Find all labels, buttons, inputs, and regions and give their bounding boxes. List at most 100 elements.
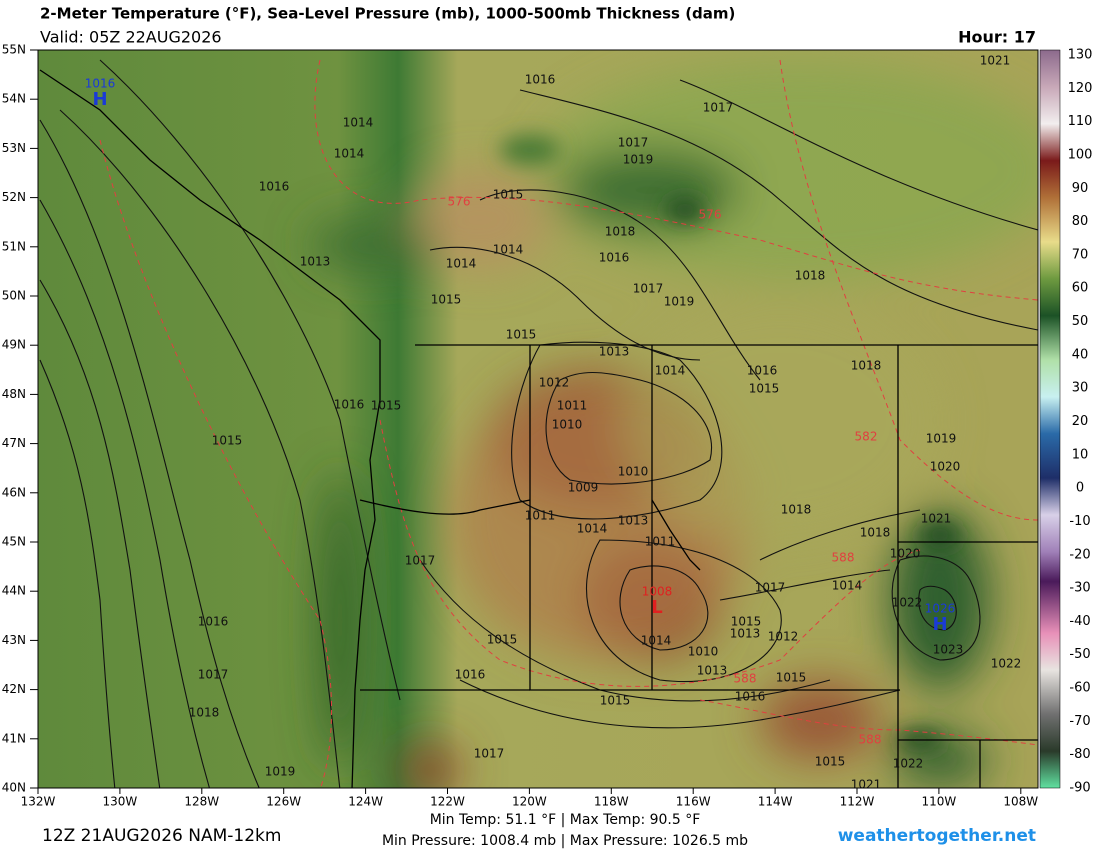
colorbar-label: 20 bbox=[1072, 414, 1089, 429]
colorbar-label: 30 bbox=[1072, 381, 1089, 396]
lat-label: 55N bbox=[2, 43, 26, 57]
thickness-label: 576 bbox=[699, 208, 722, 222]
temperature-field bbox=[310, 60, 1038, 788]
isobar-label: 1014 bbox=[641, 634, 672, 648]
lon-label: 110W bbox=[922, 795, 957, 809]
isobar-label: 1011 bbox=[525, 509, 556, 523]
thickness-label: 588 bbox=[734, 672, 757, 686]
isobar-label: 1015 bbox=[600, 694, 631, 708]
isobar-label: 1019 bbox=[926, 432, 957, 446]
colorbar bbox=[1039, 49, 1061, 789]
isobar-label: 1014 bbox=[832, 579, 863, 593]
isobar-label: 1015 bbox=[506, 328, 537, 342]
isobar-label: 1016 bbox=[525, 73, 556, 87]
isobar-label: 1015 bbox=[493, 188, 524, 202]
lat-label: 52N bbox=[2, 190, 26, 204]
site-credit: weathertogether.net bbox=[838, 826, 1036, 846]
model-run: 12Z 21AUG2026 NAM-12km bbox=[42, 826, 281, 846]
colorbar-label: -10 bbox=[1069, 514, 1090, 529]
lon-label: 122W bbox=[430, 795, 465, 809]
center-symbol: H bbox=[932, 614, 947, 635]
lon-label: 112W bbox=[840, 795, 875, 809]
isobar-label: 1022 bbox=[892, 596, 923, 610]
isobar-label: 1015 bbox=[212, 434, 243, 448]
center-symbol: L bbox=[651, 597, 662, 618]
isobar-label: 1016 bbox=[735, 690, 766, 704]
isobar-label: 1014 bbox=[334, 147, 365, 161]
colorbar-label: -20 bbox=[1069, 547, 1090, 562]
forecast-hour: Hour: 17 bbox=[958, 28, 1036, 47]
lon-label: 126W bbox=[266, 795, 301, 809]
isobar-label: 1015 bbox=[731, 615, 762, 629]
title: 2-Meter Temperature (°F), Sea-Level Pres… bbox=[40, 5, 735, 23]
lon-label: 114W bbox=[758, 795, 793, 809]
lat-label: 45N bbox=[2, 535, 26, 549]
map-frame bbox=[37, 49, 1039, 789]
colorbar-label: 120 bbox=[1068, 81, 1093, 96]
isobar-label: 1013 bbox=[697, 664, 728, 678]
lat-label: 44N bbox=[2, 584, 26, 598]
lat-label: 49N bbox=[2, 338, 26, 352]
lat-label: 51N bbox=[2, 239, 26, 253]
colorbar-label: -30 bbox=[1069, 581, 1090, 596]
isobar-label: 1016 bbox=[334, 398, 365, 412]
center-pressure: 1016 bbox=[85, 77, 116, 91]
isobar-label: 1013 bbox=[618, 514, 649, 528]
lon-label: 118W bbox=[594, 795, 629, 809]
isobar-label: 1017 bbox=[198, 668, 229, 682]
isobar-label: 1016 bbox=[599, 251, 630, 265]
isobar-label: 1014 bbox=[655, 364, 686, 378]
thickness-label: 576 bbox=[448, 195, 471, 209]
center-pressure: 1026 bbox=[925, 602, 956, 616]
isobar-label: 1021 bbox=[921, 512, 952, 526]
overlay-labels: 1016 1017 1021 1014 1014 1017 1019 1016 1015 576 5… bbox=[85, 54, 1022, 792]
colorbar-label: 50 bbox=[1072, 314, 1089, 329]
isobar-label: 1013 bbox=[730, 627, 761, 641]
terrain-detail bbox=[500, 135, 960, 750]
thickness-label: 582 bbox=[855, 430, 878, 444]
isobar-label: 1015 bbox=[371, 399, 402, 413]
isobar-label: 1017 bbox=[474, 747, 505, 761]
isobar-label: 1014 bbox=[343, 116, 374, 130]
thickness-label: 588 bbox=[859, 733, 882, 747]
isobars bbox=[39, 59, 1038, 788]
lon-label: 128W bbox=[184, 795, 219, 809]
isobar-label: 1019 bbox=[664, 295, 695, 309]
lat-label: 50N bbox=[2, 289, 26, 303]
isobar-label: 1010 bbox=[688, 645, 719, 659]
colorbar-label: 0 bbox=[1076, 481, 1084, 496]
lat-label: 47N bbox=[2, 436, 26, 450]
isobar-label: 1014 bbox=[493, 243, 524, 257]
isobar-label: 1022 bbox=[893, 757, 924, 771]
isobar-label: 1010 bbox=[618, 465, 649, 479]
lon-label: 124W bbox=[348, 795, 383, 809]
isobar-label: 1014 bbox=[577, 522, 608, 536]
isobar-label: 1012 bbox=[539, 376, 570, 390]
isobar-label: 1011 bbox=[557, 399, 588, 413]
temp-range: Min Temp: 51.1 °F | Max Temp: 90.5 °F bbox=[430, 812, 701, 828]
isobar-label: 1017 bbox=[618, 136, 649, 150]
lat-label: 43N bbox=[2, 633, 26, 647]
thickness-label: 588 bbox=[832, 551, 855, 565]
isobar-label: 1018 bbox=[781, 503, 812, 517]
isobar-label: 1015 bbox=[749, 382, 780, 396]
isobar-label: 1020 bbox=[890, 547, 921, 561]
lon-label: 130W bbox=[103, 795, 138, 809]
isobar-label: 1022 bbox=[991, 657, 1022, 671]
colorbar-label: 110 bbox=[1068, 114, 1093, 129]
pressure-range: Min Pressure: 1008.4 mb | Max Pressure: … bbox=[382, 833, 748, 849]
colorbar-label: 130 bbox=[1068, 48, 1093, 63]
isobar-label: 1021 bbox=[851, 778, 882, 792]
isobar-label: 1017 bbox=[703, 101, 734, 115]
colorbar-label: -50 bbox=[1069, 647, 1090, 662]
colorbar-label: 70 bbox=[1072, 247, 1089, 262]
isobar-label: 1019 bbox=[265, 765, 296, 779]
isobar-label: 1013 bbox=[599, 345, 630, 359]
lon-label: 116W bbox=[676, 795, 711, 809]
isobar-label: 1015 bbox=[815, 755, 846, 769]
map: 1016 1017 1021 1014 1014 1017 1019 1016 1015 576 5… bbox=[38, 50, 1038, 792]
isobar-label: 1016 bbox=[198, 615, 229, 629]
isobar-label: 1015 bbox=[487, 633, 518, 647]
lon-label: 132W bbox=[21, 795, 56, 809]
